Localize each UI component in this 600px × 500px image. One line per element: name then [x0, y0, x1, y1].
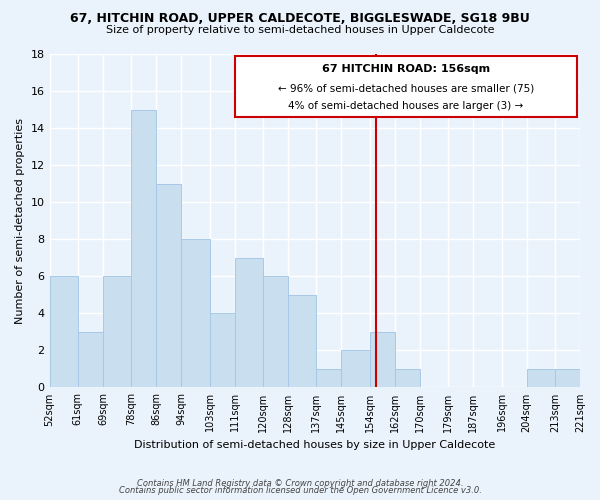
Bar	[370, 332, 395, 388]
Bar	[555, 369, 580, 388]
Bar	[209, 314, 235, 388]
Text: 4% of semi-detached houses are larger (3) →: 4% of semi-detached houses are larger (3…	[288, 101, 523, 111]
Text: Contains public sector information licensed under the Open Government Licence v3: Contains public sector information licen…	[119, 486, 481, 495]
Text: 67 HITCHIN ROAD: 156sqm: 67 HITCHIN ROAD: 156sqm	[322, 64, 490, 74]
Bar	[235, 258, 263, 388]
Text: Size of property relative to semi-detached houses in Upper Caldecote: Size of property relative to semi-detach…	[106, 25, 494, 35]
Bar	[527, 369, 555, 388]
Bar	[156, 184, 181, 388]
Bar	[78, 332, 103, 388]
Text: 67, HITCHIN ROAD, UPPER CALDECOTE, BIGGLESWADE, SG18 9BU: 67, HITCHIN ROAD, UPPER CALDECOTE, BIGGL…	[70, 12, 530, 26]
Bar	[131, 110, 156, 388]
Bar	[181, 239, 209, 388]
Bar	[103, 276, 131, 388]
Bar	[395, 369, 420, 388]
X-axis label: Distribution of semi-detached houses by size in Upper Caldecote: Distribution of semi-detached houses by …	[134, 440, 496, 450]
Bar	[341, 350, 370, 388]
Bar	[50, 276, 78, 388]
Y-axis label: Number of semi-detached properties: Number of semi-detached properties	[15, 118, 25, 324]
Bar	[288, 295, 316, 388]
Bar	[263, 276, 288, 388]
Text: ← 96% of semi-detached houses are smaller (75): ← 96% of semi-detached houses are smalle…	[278, 84, 534, 94]
FancyBboxPatch shape	[235, 56, 577, 117]
Bar	[316, 369, 341, 388]
Text: Contains HM Land Registry data © Crown copyright and database right 2024.: Contains HM Land Registry data © Crown c…	[137, 478, 463, 488]
